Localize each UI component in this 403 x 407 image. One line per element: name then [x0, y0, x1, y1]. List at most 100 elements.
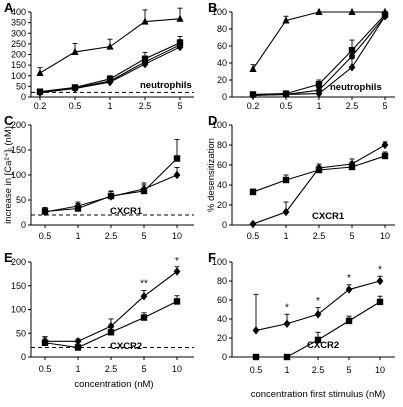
x-tick-label: 5 — [382, 101, 387, 111]
x-tick-label: 5 — [349, 231, 354, 241]
series-line — [252, 155, 386, 193]
x-tick-label: 0.5 — [280, 101, 293, 111]
panel-label: D — [208, 113, 217, 128]
significance-annotation: * — [378, 264, 382, 275]
data-point-diamond — [282, 207, 290, 217]
data-point-diamond — [315, 89, 323, 98]
data-point-diamond — [283, 319, 291, 328]
x-tick-label: 10 — [172, 364, 182, 374]
data-point-diamond — [381, 140, 389, 150]
series-square — [41, 139, 181, 215]
data-point-diamond — [173, 267, 181, 276]
data-point-square — [107, 329, 115, 336]
data-point-square — [381, 152, 389, 160]
series-circle — [250, 13, 388, 99]
y-tick-label: 80 — [217, 24, 227, 34]
data-point-diamond — [41, 337, 49, 346]
x-tick-label: 10 — [375, 365, 385, 375]
x-tick-label: 0.2 — [34, 101, 47, 111]
x-tick-label: 0.5 — [250, 365, 263, 375]
series-diamond — [249, 140, 389, 229]
data-point-diamond — [345, 285, 353, 294]
y-tick-label: 40 — [217, 314, 227, 324]
significance-annotation: ** — [140, 279, 148, 290]
panel-f: 0 20 40 60 80 100 0.5 1 2.5 5 10 F * * * * CXCR2 concentr… — [208, 250, 395, 400]
data-point-diamond — [376, 276, 384, 286]
data-point-square — [173, 155, 181, 162]
data-point-square — [282, 176, 290, 184]
panel-label: F — [208, 250, 216, 265]
significance-annotation: * — [175, 256, 179, 267]
data-point-triangle — [36, 68, 44, 76]
x-tick-label: 0.5 — [39, 231, 52, 241]
data-point-square — [314, 336, 322, 344]
x-tick-label: 2.5 — [105, 231, 118, 241]
x-tick-label: 1 — [75, 364, 80, 374]
y-tick-label: 40 — [217, 180, 227, 190]
x-tick-label: 0.5 — [69, 101, 82, 111]
data-point-square — [249, 188, 257, 196]
data-point-triangle — [348, 7, 356, 15]
x-tick-label: 10 — [380, 231, 390, 241]
data-point-diamond — [74, 337, 82, 346]
data-point-diamond — [41, 207, 49, 217]
x-tick-label: 1 — [107, 101, 112, 111]
inline-label: CXCR1 — [110, 206, 143, 217]
x-tick-label: 10 — [172, 231, 182, 241]
data-point-square — [173, 298, 181, 305]
y-tick-label: 100 — [11, 305, 26, 315]
x-axis-title: concentration first stimulus (nM) — [251, 389, 386, 400]
x-tick-label: 2.5 — [346, 101, 359, 111]
y-tick-label: 150 — [11, 281, 26, 291]
data-point-circle — [382, 13, 388, 20]
data-point-diamond — [348, 159, 356, 169]
y-tick-label: 150 — [11, 60, 26, 70]
y-tick-label: 400 — [11, 7, 26, 17]
inline-label: CXCR1 — [312, 211, 345, 222]
y-tick-label: 20 — [217, 75, 227, 85]
y-tick-label: 0 — [222, 352, 227, 362]
x-tick-label: 5 — [141, 364, 146, 374]
y-axis-title: % desensitization — [206, 138, 217, 212]
data-point-triangle — [249, 64, 257, 72]
x-tick-label: 1 — [75, 231, 80, 241]
x-tick-label: 0.5 — [39, 364, 52, 374]
y-tick-label: 40 — [217, 58, 227, 68]
x-tick-label: 1 — [284, 365, 289, 375]
y-tick-label: 60 — [217, 295, 227, 305]
data-point-triangle — [141, 17, 149, 25]
significance-annotation: * — [347, 273, 351, 284]
x-tick-label: 1 — [283, 231, 288, 241]
inline-label: CXCR2 — [110, 341, 142, 352]
data-point-square — [315, 81, 323, 88]
data-point-diamond — [107, 192, 115, 201]
inline-label: neutrophils — [140, 80, 192, 91]
panel-d: 0 20 40 60 80 100 0.5 1 2.5 5 10 D CXCR1 % desensitiz… — [206, 113, 395, 241]
data-point-diamond — [173, 170, 181, 180]
series-diamond — [41, 266, 181, 346]
inline-label: CXCR2 — [307, 340, 339, 351]
data-point-circle — [316, 87, 322, 94]
x-tick-label: 5 — [346, 365, 351, 375]
data-point-diamond — [140, 184, 148, 194]
y-tick-label: 200 — [11, 120, 26, 130]
data-point-circle — [37, 89, 43, 96]
y-tick-label: 50 — [16, 81, 26, 91]
data-point-diamond — [315, 163, 323, 173]
data-point-diamond — [314, 310, 322, 319]
significance-annotation: * — [316, 296, 320, 307]
series-circle — [37, 39, 183, 96]
y-tick-label: 350 — [11, 18, 26, 28]
x-tick-label: 2.5 — [313, 231, 326, 241]
data-point-diamond — [140, 292, 148, 301]
y-tick-label: 20 — [217, 200, 227, 210]
data-point-triangle — [71, 47, 79, 55]
y-axis-title: increase in [Ca²⁺]ᵢ (nM) — [3, 126, 14, 224]
data-point-triangle — [106, 42, 114, 50]
x-tick-label: 5 — [141, 231, 146, 241]
data-point-square — [140, 314, 148, 321]
y-tick-label: 150 — [11, 145, 26, 155]
panel-label: A — [4, 0, 14, 15]
